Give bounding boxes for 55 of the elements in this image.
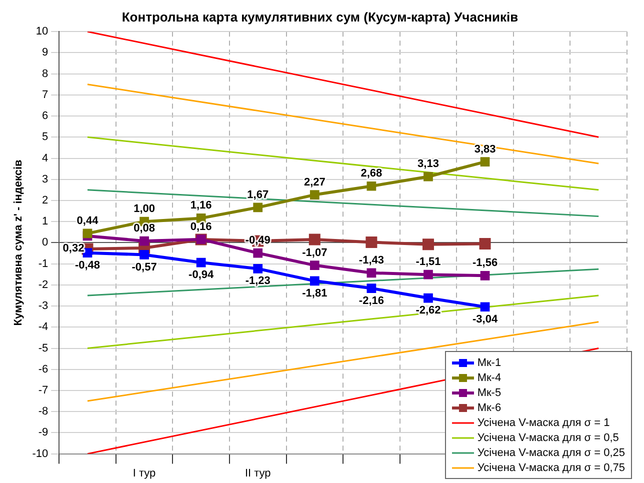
data-label: -0,57 [132, 261, 157, 274]
data-label: -1,56 [472, 257, 498, 270]
y-tick-label: -6 [38, 363, 48, 376]
data-label: -1,23 [245, 275, 270, 288]
y-tick-label: 3 [42, 173, 48, 186]
y-tick-label: -4 [38, 321, 48, 334]
data-label: 2,27 [304, 176, 326, 188]
y-tick-label: 9 [42, 46, 48, 59]
data-label: 1,00 [134, 203, 155, 216]
y-tick-label: -7 [38, 384, 48, 396]
y-tick-label: 8 [42, 68, 48, 80]
y-tick-label: 1 [42, 216, 48, 228]
data-label: -1,07 [302, 246, 328, 259]
legend-label: Мк-6 [477, 402, 502, 414]
y-tick-label: 5 [42, 131, 48, 144]
data-label: -0,49 [245, 234, 270, 247]
y-tick-label: -10 [32, 448, 48, 460]
x-tick-label: I тур [132, 467, 156, 480]
y-tick-label: -2 [38, 278, 48, 291]
y-tick-label: 7 [42, 88, 48, 101]
legend-label: Усічена V-маска для σ = 0,5 [477, 432, 619, 444]
data-label: 3,83 [474, 143, 496, 156]
data-label: -3,04 [472, 313, 498, 326]
data-label: 0,44 [76, 214, 100, 227]
y-tick-label: -5 [38, 342, 48, 354]
y-tick-label: -3 [38, 300, 48, 312]
y-tick-label: -9 [38, 426, 48, 439]
data-label: -1,81 [302, 287, 328, 300]
data-label: -1,51 [416, 256, 441, 268]
y-tick-label: -8 [38, 406, 48, 418]
y-tick-label: 4 [42, 152, 48, 164]
data-label: -2,16 [358, 294, 384, 307]
data-label: 0,16 [190, 220, 212, 233]
y-tick-label: 2 [42, 194, 48, 207]
data-label: -0,94 [188, 269, 214, 282]
y-tick-label: 6 [42, 110, 48, 122]
data-label: -0,48 [74, 259, 100, 272]
data-label: 2,68 [360, 168, 382, 180]
y-axis-title: Кумулятивна сума z' - індексів [12, 159, 25, 326]
data-label: 1,67 [247, 188, 269, 201]
y-tick-label: 0 [42, 236, 48, 249]
x-tick-label: II тур [244, 467, 271, 480]
data-label: -1,43 [358, 254, 384, 266]
legend-label: Мк-1 [477, 356, 502, 368]
legend-label: Усічена V-маска для σ = 1 [477, 416, 610, 428]
legend-label: Мк-5 [477, 386, 502, 398]
chart-title: Контрольна карта кумулятивних сум (Кусум-карта) Учасників [122, 9, 518, 24]
legend-label: Усічена V-маска для σ = 0,75 [477, 462, 625, 474]
data-label: 1,16 [190, 200, 212, 212]
legend-label: Усічена V-маска для σ = 0,25 [477, 446, 625, 458]
data-label: 0,08 [134, 222, 155, 235]
y-tick-label: -1 [38, 258, 48, 270]
legend-label: Мк-4 [477, 372, 502, 384]
data-label: 3,13 [418, 158, 439, 170]
y-tick-label: 10 [36, 26, 48, 38]
